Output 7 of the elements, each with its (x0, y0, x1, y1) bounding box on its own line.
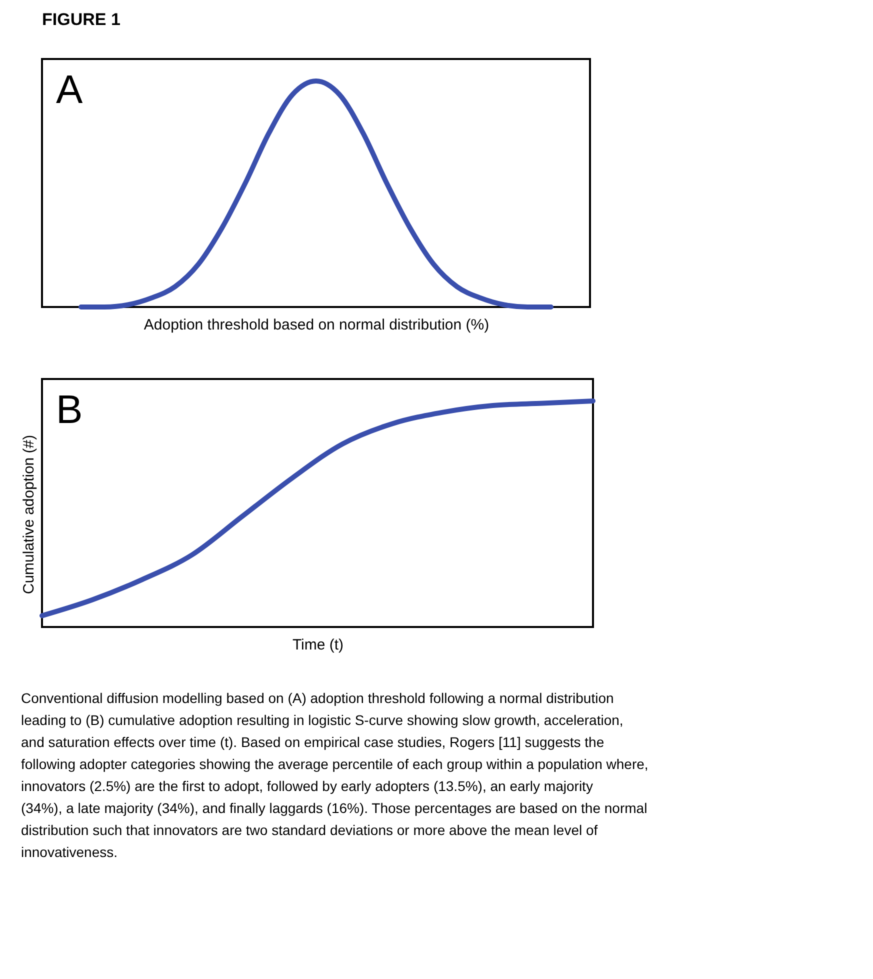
y-axis-title: Cumulative adoption (#) (20, 434, 38, 594)
annotation: A (56, 68, 83, 112)
annotation: B (56, 388, 83, 432)
x-axis-title: Adoption threshold based on normal distribution (%) (144, 316, 490, 334)
text: Conventional diffusion modelling based on (A) adoption threshold following a normal distribution leading to (B) cumulative adoption resulting in logistic S-curve showing slow growth, acceleration, and saturation effects over time (t). Based on empirical case studies, Rogers [11] suggests the following adopter categories showing the average percentile of each group within a population where, innovators (2.5%) are the first to adopt, followed by early adopters (13.5%), an early majority (34%), a late majority (34%), and finally laggards (16%). Those percentages are based on the normal distribution such that innovators are two standard deviations or more above the mean level of innovativeness. (21, 690, 648, 860)
chart-title: FIGURE 1 (42, 10, 120, 29)
x-axis-title: Time (t) (292, 636, 344, 654)
